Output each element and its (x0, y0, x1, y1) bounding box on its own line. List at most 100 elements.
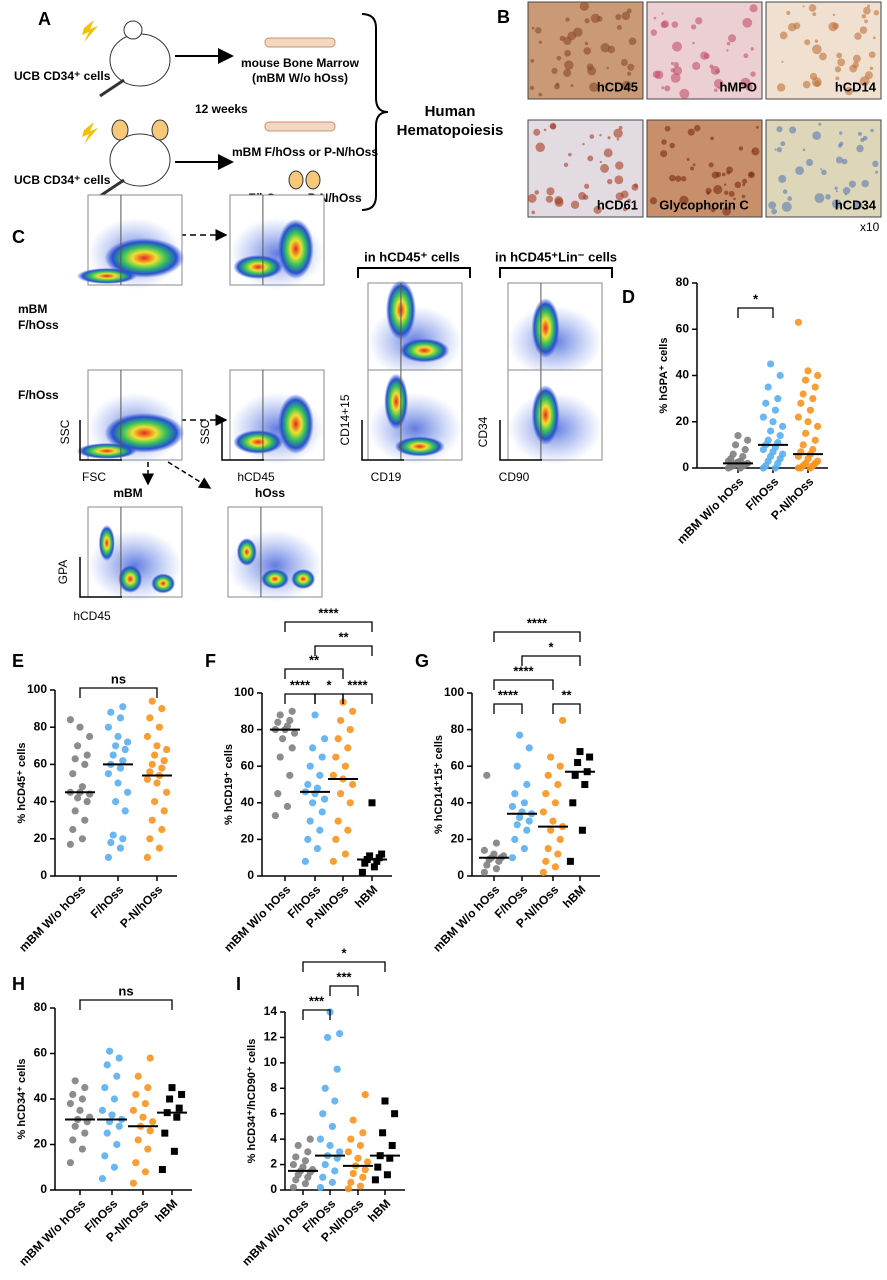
dot (304, 835, 312, 844)
significance-label: **** (498, 687, 519, 702)
dot (116, 714, 124, 722)
stain-spot (568, 152, 572, 157)
syringe (99, 78, 125, 198)
y-tick-label: 0 (457, 868, 464, 882)
dot (294, 1141, 302, 1150)
stain-spot (534, 190, 540, 195)
dot (175, 1104, 183, 1112)
stain-spot (671, 21, 679, 28)
stain-spot (814, 193, 825, 204)
y-tick-label: 0 (247, 868, 254, 882)
dot (334, 817, 342, 825)
significance-bracket (329, 985, 359, 996)
stain-spot (626, 8, 632, 14)
stain-spot (728, 190, 735, 197)
dot (794, 413, 803, 421)
axis-arrow (221, 420, 264, 461)
stain-spot (584, 183, 590, 189)
dot (112, 742, 120, 750)
dot (101, 1084, 109, 1092)
x-tick-label: hBM (152, 1196, 180, 1224)
dot (483, 771, 491, 779)
significance-bracket (79, 999, 173, 1010)
dot (331, 1167, 339, 1175)
stain-spot (867, 4, 871, 8)
dot (78, 835, 86, 843)
stain-spot (805, 158, 814, 166)
axis-arrow (79, 557, 122, 598)
y-tick-label: 40 (451, 795, 465, 809)
dot (346, 799, 354, 807)
dot (741, 445, 749, 454)
significance-label: *** (309, 993, 325, 1008)
cells-label: UCB CD34⁺ cells (14, 173, 111, 187)
stain-label: hCD14 (835, 79, 877, 94)
dot (771, 406, 780, 414)
significance-label: ** (309, 652, 320, 667)
dot (110, 1095, 118, 1103)
dot (81, 760, 89, 769)
stain-spot (722, 206, 731, 216)
dot (386, 1154, 394, 1162)
dot (324, 1033, 332, 1042)
dot (574, 759, 582, 767)
stain-spot (564, 49, 572, 57)
stain-spot (661, 12, 664, 15)
dot (804, 418, 812, 426)
stain-spot (587, 155, 594, 162)
dot (551, 799, 560, 807)
dot (586, 753, 594, 761)
dot (344, 744, 352, 752)
axis-label: GPA (56, 560, 70, 584)
stain-spot (543, 128, 547, 132)
y-tick-label: 60 (451, 758, 465, 772)
dot (104, 723, 112, 731)
dot (66, 840, 74, 848)
stain-spot (781, 201, 792, 212)
dot (119, 703, 127, 711)
dot (764, 436, 772, 444)
stain-spot (812, 44, 822, 55)
dot (544, 771, 552, 779)
dot (797, 399, 805, 407)
stain-spot (838, 143, 843, 148)
dot (151, 798, 159, 806)
flow-population (98, 525, 115, 561)
dot (158, 825, 166, 834)
dot (814, 422, 822, 430)
stain-spot (741, 194, 746, 199)
dot (143, 775, 151, 783)
stain-spot (734, 181, 742, 189)
stain-spot (859, 76, 870, 87)
stain-spot (649, 197, 658, 205)
stain-spot (690, 24, 697, 30)
dot (306, 1135, 314, 1143)
stain-spot (750, 47, 754, 51)
stain-spot (868, 51, 876, 59)
dot (814, 371, 822, 380)
stain-spot (776, 146, 783, 153)
dot (124, 738, 132, 746)
dot (508, 802, 516, 811)
stain-spot (694, 124, 701, 132)
dot (361, 859, 369, 867)
stain-spot (584, 18, 590, 24)
stain-spot (872, 160, 879, 168)
stain-spot (692, 61, 701, 71)
y-tick-label: 80 (241, 722, 255, 736)
dot (69, 770, 77, 778)
dot (132, 1090, 140, 1099)
y-tick-label: 0 (270, 1182, 277, 1196)
stain-spot (779, 31, 788, 40)
panel-label: B (497, 7, 510, 27)
stain-spot (627, 63, 635, 71)
stain-spot (835, 76, 840, 81)
stain-spot (664, 125, 671, 132)
stain-spot (836, 52, 843, 59)
dot (112, 798, 120, 806)
stain-spot (726, 41, 731, 46)
stain-spot (738, 146, 744, 151)
stain-spot (669, 142, 675, 149)
stain-spot (875, 170, 879, 174)
